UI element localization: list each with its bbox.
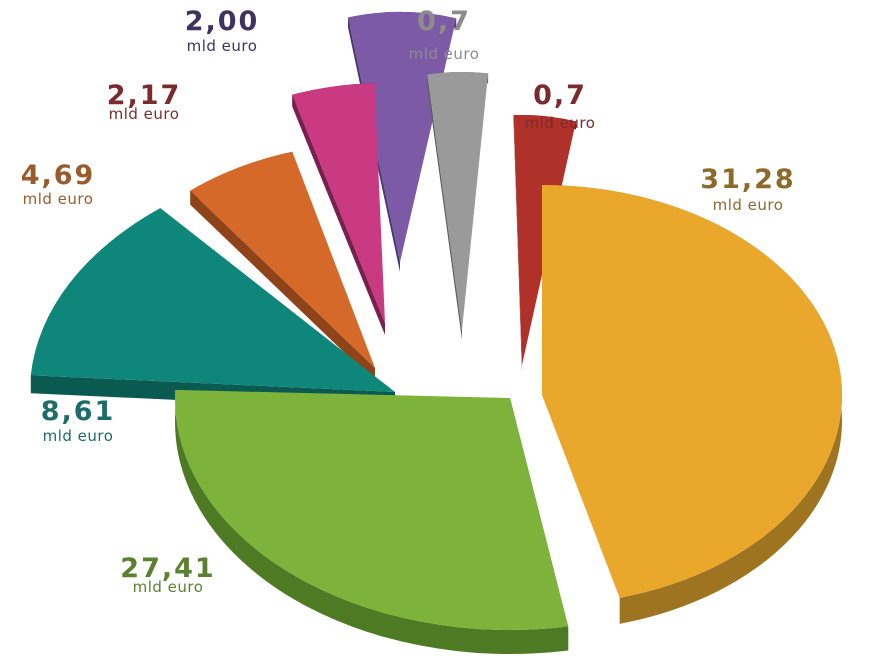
slice-value-label: 31,28 bbox=[700, 164, 795, 195]
slice-unit-label: mld euro bbox=[713, 196, 784, 214]
slice-value-label: 2,00 bbox=[185, 6, 260, 37]
pie-slice-wall bbox=[513, 115, 522, 374]
slice-unit-label: mld euro bbox=[109, 105, 180, 123]
slice-value-label: 4,69 bbox=[21, 160, 96, 191]
slice-unit-label: mld euro bbox=[133, 578, 204, 596]
slice-value-label: 0,7 bbox=[417, 6, 471, 37]
slice-unit-label: mld euro bbox=[409, 45, 480, 63]
pie-slice-wall bbox=[190, 190, 375, 382]
slice-value-label: 0,7 bbox=[533, 80, 587, 111]
slice-unit-label: mld euro bbox=[525, 114, 596, 132]
slice-value-label: 8,61 bbox=[41, 396, 116, 427]
pie-slice-wall bbox=[292, 94, 385, 336]
pie-slice bbox=[427, 72, 489, 331]
pie-slice bbox=[175, 389, 569, 630]
pie-slice bbox=[292, 83, 385, 323]
pie-slice bbox=[542, 185, 843, 598]
slice-value-label: 27,41 bbox=[120, 553, 215, 584]
pie-slice-wall bbox=[427, 74, 462, 341]
slice-unit-label: mld euro bbox=[23, 190, 94, 208]
pie-slice bbox=[30, 208, 395, 392]
pie-slice bbox=[190, 151, 375, 368]
slice-unit-label: mld euro bbox=[43, 427, 114, 445]
slice-value-label: 2,17 bbox=[107, 80, 182, 111]
slice-unit-label: mld euro bbox=[187, 37, 258, 55]
